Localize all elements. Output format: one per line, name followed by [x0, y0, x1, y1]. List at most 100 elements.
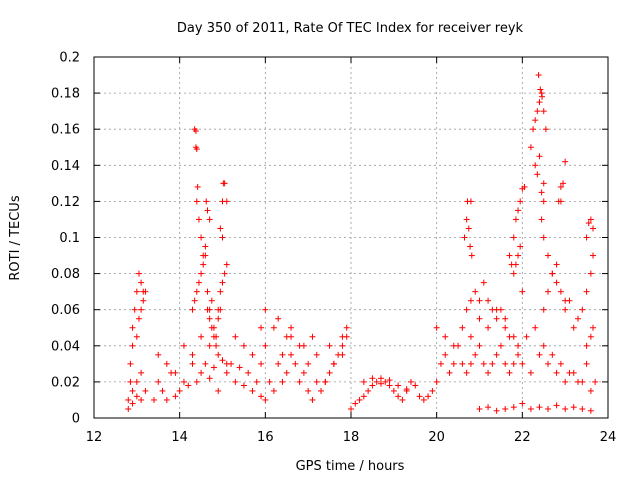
data-point — [206, 375, 213, 382]
data-point — [506, 252, 513, 259]
data-point — [215, 387, 222, 394]
data-point — [433, 324, 440, 331]
data-point — [493, 407, 500, 414]
data-point — [587, 216, 594, 223]
data-point — [258, 393, 265, 400]
data-point — [557, 183, 564, 190]
data-point — [245, 369, 252, 376]
data-point — [356, 396, 363, 403]
data-point — [549, 351, 556, 358]
y-tick-label: 0.02 — [51, 375, 80, 390]
data-point — [206, 342, 213, 349]
data-point — [515, 252, 522, 259]
data-point — [583, 342, 590, 349]
data-point — [275, 360, 282, 367]
data-point — [450, 360, 457, 367]
data-point — [532, 117, 539, 124]
data-point — [510, 360, 517, 367]
data-point — [553, 369, 560, 376]
data-point — [497, 306, 504, 313]
data-point — [510, 404, 517, 411]
data-point — [249, 387, 256, 394]
data-point — [562, 378, 569, 385]
data-point — [570, 324, 577, 331]
data-point — [592, 378, 599, 385]
data-point — [258, 324, 265, 331]
data-point — [506, 333, 513, 340]
data-point — [590, 252, 597, 259]
data-point — [202, 360, 209, 367]
data-point — [557, 288, 564, 295]
data-point — [537, 86, 544, 93]
data-point — [360, 378, 367, 385]
data-point — [318, 387, 325, 394]
data-point — [579, 306, 586, 313]
data-point — [416, 393, 423, 400]
data-point — [262, 396, 269, 403]
data-point — [296, 378, 303, 385]
data-point — [476, 297, 483, 304]
data-point — [219, 198, 226, 205]
y-tick-label: 0.04 — [51, 339, 80, 354]
data-point — [185, 382, 192, 389]
x-tick-labels: 12 14 16 18 20 22 24 — [86, 430, 617, 445]
y-tick-label: 0.2 — [59, 51, 80, 66]
data-point — [560, 180, 567, 187]
data-point — [258, 360, 265, 367]
data-point — [343, 324, 350, 331]
data-point — [202, 243, 209, 250]
data-point — [512, 216, 519, 223]
data-point — [309, 333, 316, 340]
data-point — [135, 270, 142, 277]
data-point — [536, 99, 543, 106]
data-point — [463, 369, 470, 376]
data-point — [540, 180, 547, 187]
data-point — [395, 393, 402, 400]
data-point — [472, 351, 479, 358]
data-point — [300, 342, 307, 349]
data-point — [195, 216, 202, 223]
data-point — [395, 382, 402, 389]
data-point — [493, 315, 500, 322]
data-point — [530, 126, 537, 133]
data-point — [538, 216, 545, 223]
data-point — [249, 351, 256, 358]
data-point — [579, 405, 586, 412]
data-point — [133, 288, 140, 295]
data-point — [497, 342, 504, 349]
data-point — [138, 396, 145, 403]
data-point — [202, 252, 209, 259]
data-point — [442, 333, 449, 340]
data-point — [373, 378, 380, 385]
data-point — [279, 351, 286, 358]
data-point — [215, 306, 222, 313]
data-point — [575, 378, 582, 385]
data-point — [125, 405, 132, 412]
data-point — [412, 382, 419, 389]
data-point — [131, 306, 138, 313]
data-point — [459, 360, 466, 367]
data-point — [549, 270, 556, 277]
data-point — [570, 404, 577, 411]
data-point — [198, 333, 205, 340]
data-point — [377, 380, 384, 387]
data-point — [172, 369, 179, 376]
data-point — [155, 378, 162, 385]
data-point — [266, 378, 273, 385]
data-point — [425, 393, 432, 400]
data-point — [534, 108, 541, 115]
y-axis-label: ROTI / TECUs — [8, 195, 23, 280]
data-point — [519, 360, 526, 367]
data-point — [502, 360, 509, 367]
data-point — [213, 342, 220, 349]
data-point — [407, 378, 414, 385]
data-point — [575, 315, 582, 322]
x-tick-label: 18 — [343, 430, 360, 445]
data-point — [553, 261, 560, 268]
data-point — [142, 387, 149, 394]
data-point — [467, 360, 474, 367]
data-point — [223, 261, 230, 268]
data-point — [467, 333, 474, 340]
data-point — [538, 189, 545, 196]
data-point — [220, 180, 227, 187]
